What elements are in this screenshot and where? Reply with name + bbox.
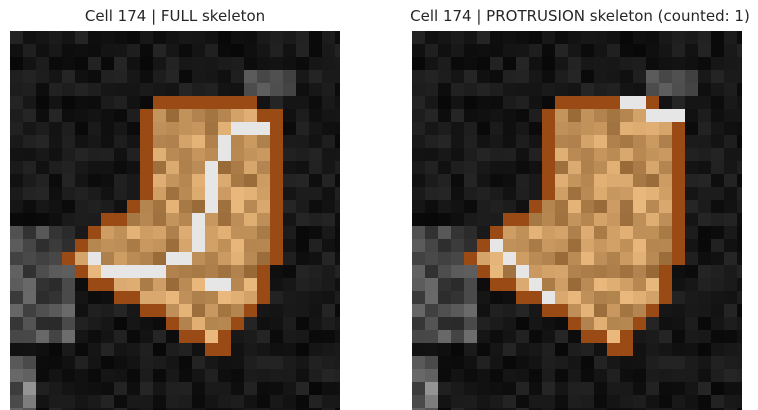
panel-right-title: Cell 174 | PROTRUSION skeleton (counted:…: [410, 7, 750, 25]
panel-left-title: Cell 174 | FULL skeleton: [84, 7, 266, 25]
protrusion-skeleton-image: [412, 31, 742, 410]
full-skeleton-image: [10, 31, 340, 410]
